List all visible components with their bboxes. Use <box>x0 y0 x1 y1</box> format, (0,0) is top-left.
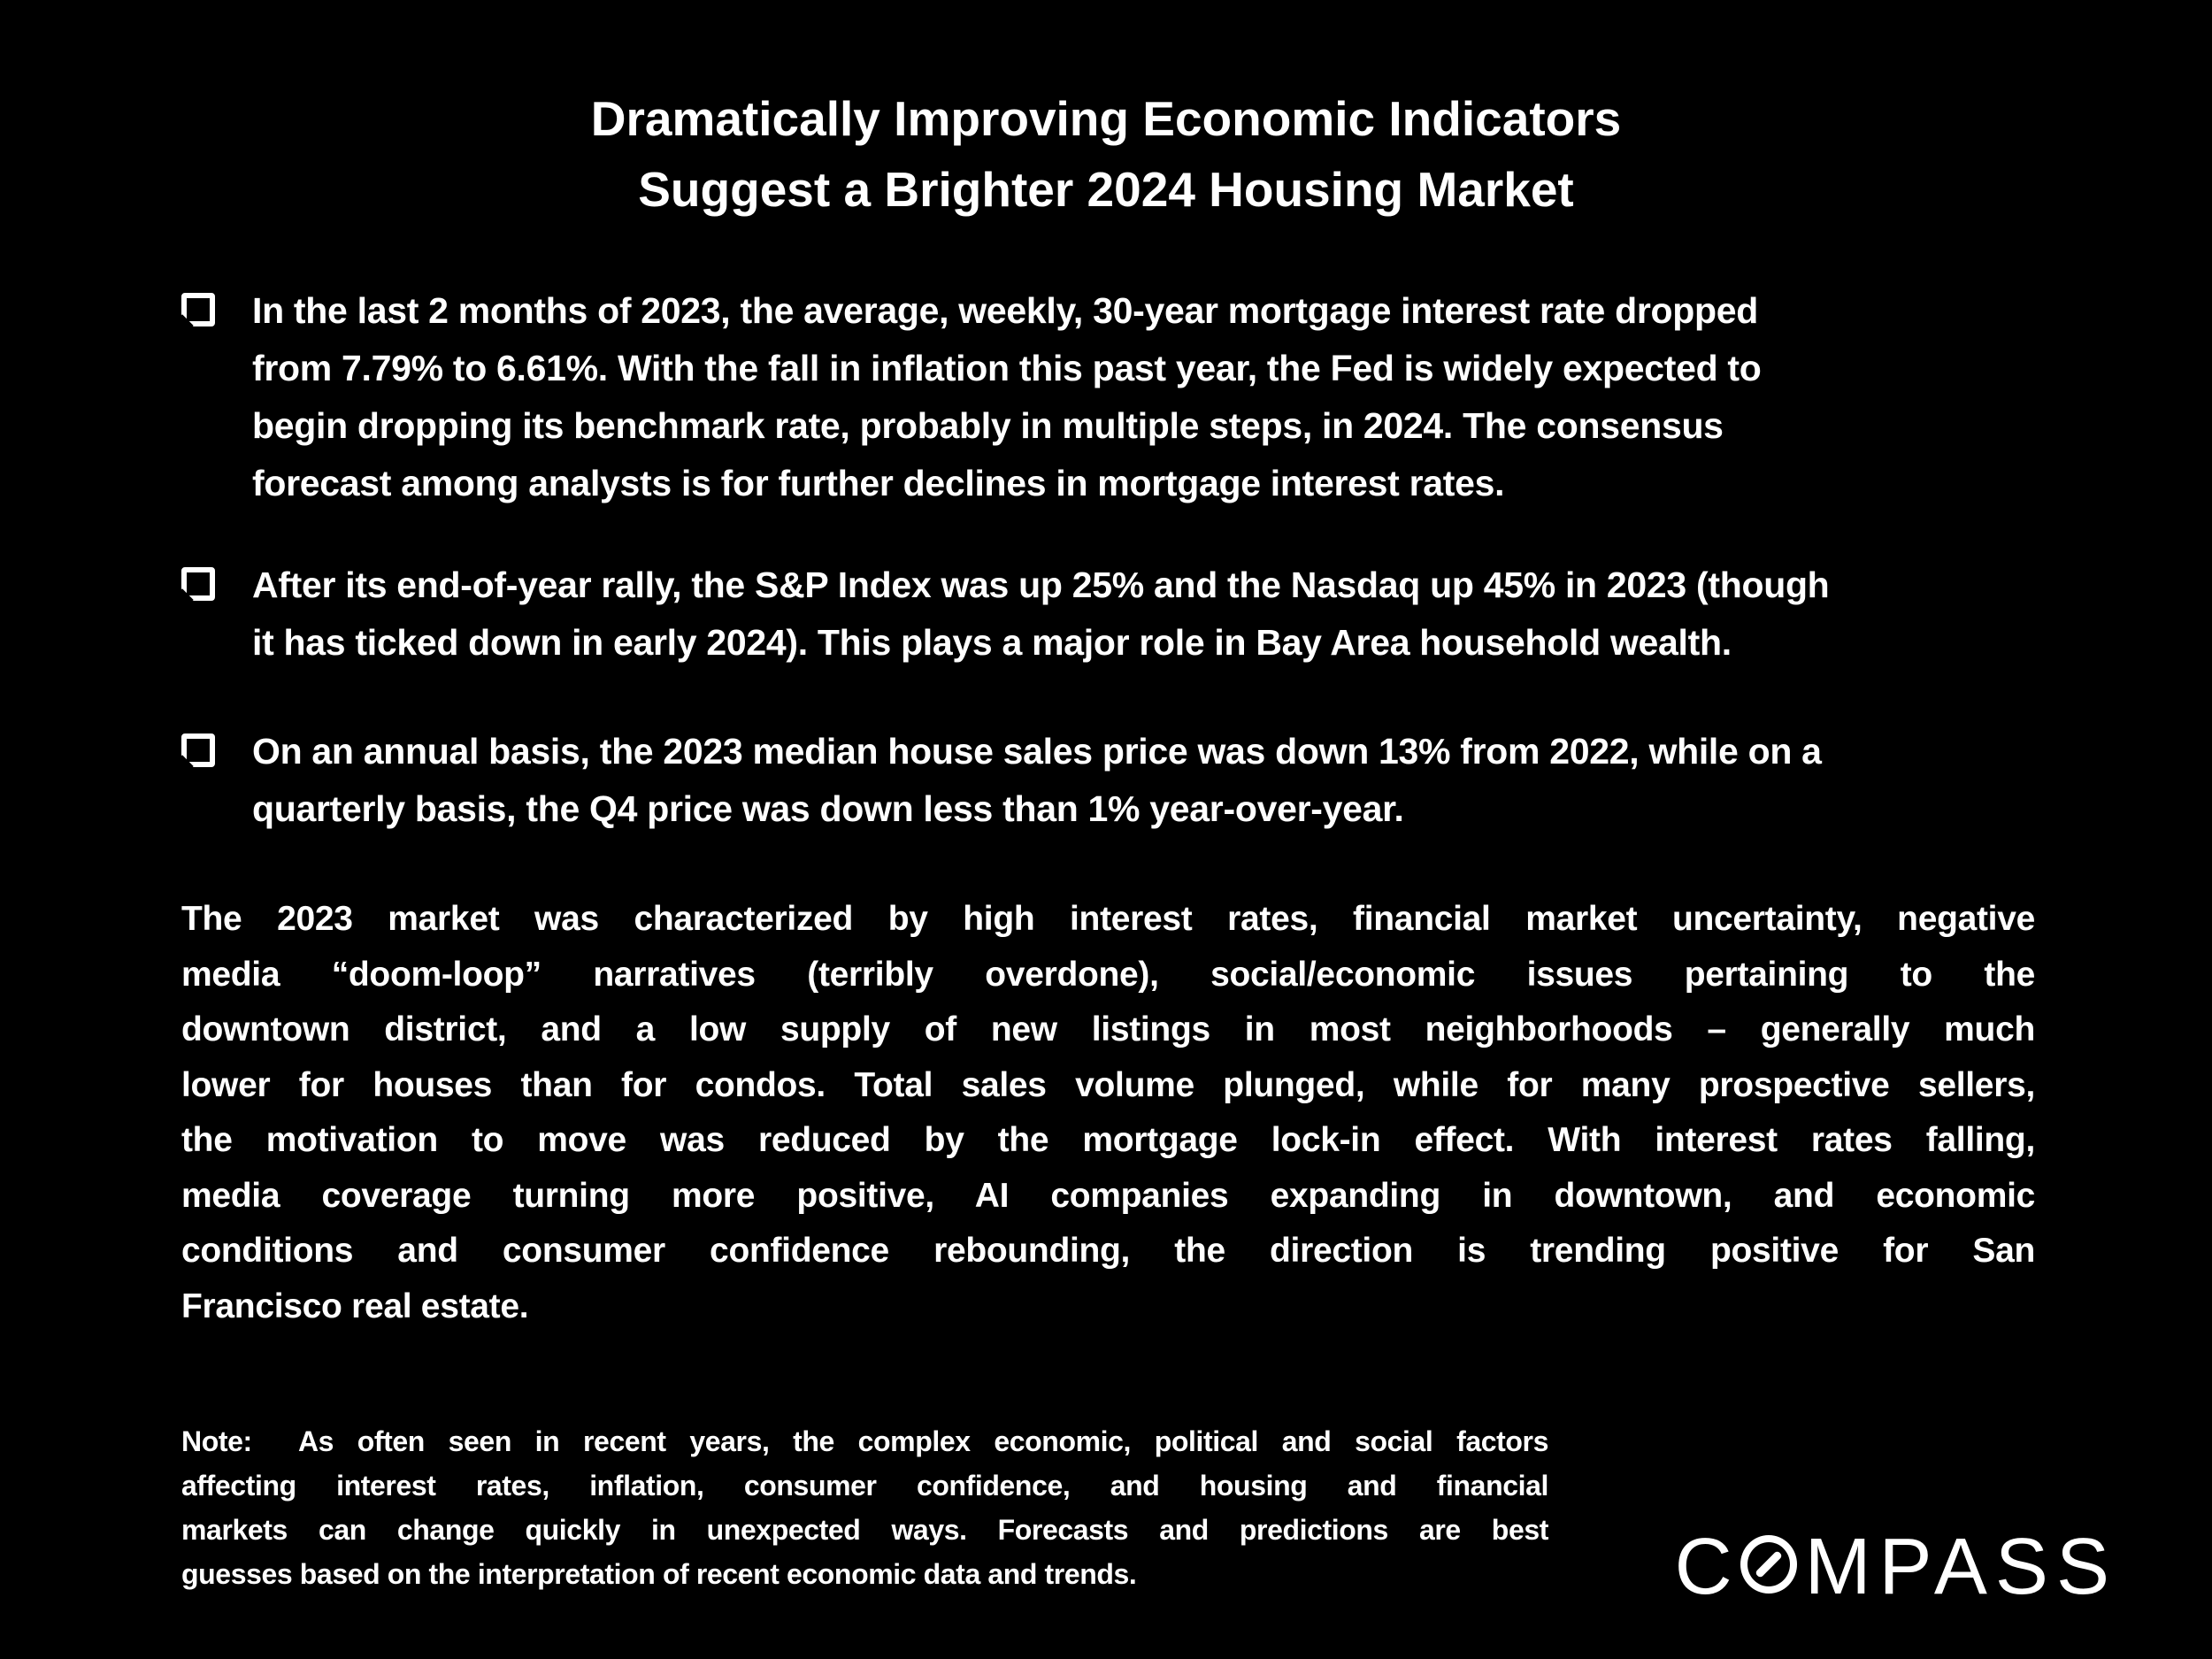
slide-title: Dramatically Improving Economic Indicato… <box>590 91 1622 217</box>
bullet-text: On an annual basis, the 2023 median hous… <box>252 731 1822 829</box>
body-paragraph-last-line: Francisco real estate. <box>181 1286 529 1325</box>
footnote-justified-lines: Note: As often seen in recent years, the… <box>181 1425 1548 1546</box>
compass-needle-o-icon <box>1740 1535 1797 1594</box>
checkbox-bullet-icon <box>181 733 215 767</box>
body-paragraph: The 2023 market was characterized by hig… <box>181 892 2035 1334</box>
checkbox-bullet-icon <box>181 567 215 601</box>
checkbox-bullet-icon <box>181 293 215 326</box>
bullet-text: After its end-of-year rally, the S&P Ind… <box>252 565 1830 663</box>
bullet-item-median-price: On an annual basis, the 2023 median hous… <box>181 723 2057 838</box>
body-paragraph-justified-lines: The 2023 market was characterized by hig… <box>181 900 2035 1270</box>
compass-logo: C MPASS <box>1675 1527 2117 1607</box>
compass-logo-text-after: MPASS <box>1804 1523 2117 1611</box>
compass-logo-text-before: C <box>1674 1523 1740 1611</box>
footnote: Note: As often seen in recent years, the… <box>181 1419 1548 1596</box>
bullet-item-stock-indices: After its end-of-year rally, the S&P Ind… <box>181 557 2057 672</box>
footnote-last-line: guesses based on the interpretation of r… <box>181 1558 1137 1590</box>
bullet-item-mortgage-rates: In the last 2 months of 2023, the averag… <box>181 282 2057 512</box>
bullet-text: In the last 2 months of 2023, the averag… <box>252 290 1762 503</box>
